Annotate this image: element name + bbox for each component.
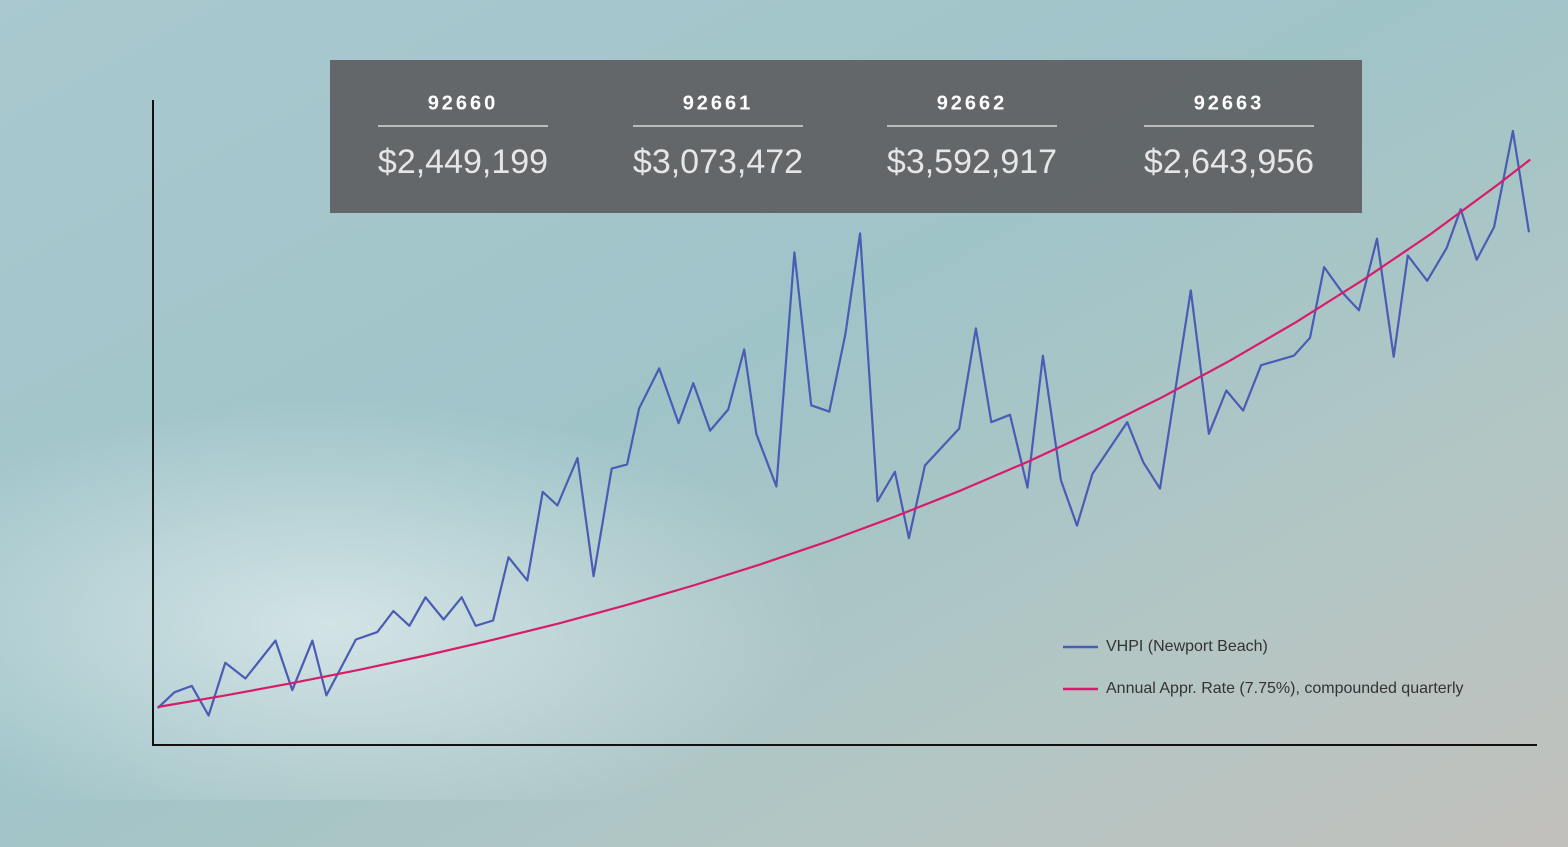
legend-label: VHPI (Newport Beach) [1106,638,1268,655]
series-line [156,129,1531,717]
background-foam [0,300,1100,800]
median-value: $2,449,199 [378,143,548,181]
zip-code: 92660 [428,92,499,114]
median-value: $2,643,956 [1144,143,1314,181]
plot [156,129,1531,717]
median-value: $3,073,472 [633,143,803,181]
legend: VHPI (Newport Beach) Annual Appr. Rate (7… [1063,638,1464,697]
series-line [157,158,1531,709]
zip-code: 92661 [683,92,754,114]
zip-code: 92663 [1194,92,1265,114]
legend-label: Annual Appr. Rate (7.75%), compounded qu… [1106,680,1464,697]
summary-box [330,60,1362,213]
zip-code: 92662 [937,92,1008,114]
summary: 92660 $2,449,199 92661 $3,073,472 92662 $3,59… [378,92,1314,181]
median-value: $3,592,917 [887,143,1057,181]
